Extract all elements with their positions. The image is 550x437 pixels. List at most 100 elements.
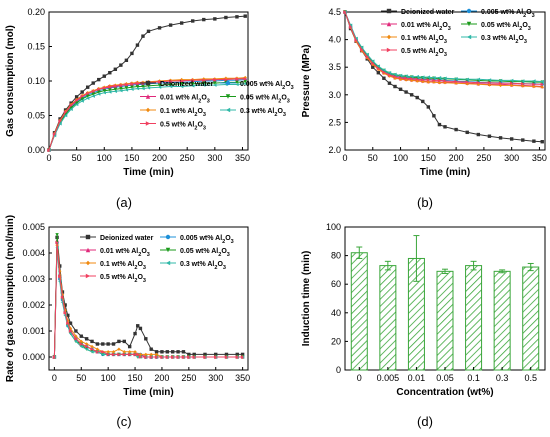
panel-b-data-point [532, 79, 536, 83]
panel-b-legend-swatch-marker [466, 21, 472, 27]
panel-b-data-point [426, 75, 431, 79]
panel-c-data-point [95, 347, 100, 351]
panel-b-data-point [404, 74, 408, 78]
panel-b-data-point [398, 73, 403, 78]
panel-c-y-axis-label: Rate of gas consumption (mol/min) [5, 215, 16, 382]
panel-b-data-point [354, 38, 358, 42]
panel-b-data-point [387, 71, 392, 75]
panel-a-x-tick-label: 350 [235, 153, 250, 163]
panel-c-data-point [101, 350, 105, 354]
panel-b-y-axis-label: Pressure (MPa) [301, 45, 312, 118]
panel-c-data-point [240, 352, 245, 357]
panel-d-bar-group [522, 262, 540, 371]
panel-c-data-point [171, 350, 175, 354]
panel-c-y-tick-label: 0.005 [22, 222, 45, 232]
panel-a-data-point [91, 89, 95, 94]
panel-c-legend-entry: 0.05 wt% Al2O3 [180, 248, 230, 258]
panel-a-data-point [108, 88, 112, 92]
panel-b-data-point [415, 77, 419, 82]
panel-d: 0 20 40 60 80 100 Concentration (wt%) Induction… [301, 222, 546, 429]
panel-a-data-point [102, 86, 106, 90]
panel-c-data-point [133, 331, 137, 336]
panel-b-data-point [509, 137, 514, 141]
panel-a-legend: Deionized water 0.005 wt% Al2O3 0.01 wt% A… [140, 80, 294, 132]
panel-c-data-point [149, 347, 153, 351]
panel-b-label: (b) [417, 195, 433, 210]
panel-a-data-point [130, 51, 134, 56]
panel-a-data-point [168, 23, 173, 27]
panel-c-data-point [133, 350, 137, 354]
panel-b-data-point [359, 45, 364, 50]
panel-a-legend-swatch-marker [145, 94, 151, 99]
panel-c-data-point [79, 334, 83, 338]
panel-c-x-tick-label: 50 [76, 373, 86, 383]
panel-c-legend-entry: 0.1 wt% Al2O3 [100, 261, 146, 271]
panel-c-legend: Deionized water 0.005 wt% Al2O3 0.01 wt% A… [80, 234, 234, 284]
panel-a-data-point [69, 103, 73, 107]
panel-c-data-point [127, 350, 132, 354]
panel-c-y-tick-label: 0.001 [22, 326, 45, 336]
panel-b-data-point [421, 78, 425, 82]
panel-b-data-point [454, 79, 458, 84]
panel-a-data-point [141, 84, 145, 89]
panel-a-legend-swatch-marker [145, 121, 151, 126]
panel-c-legend-swatch-marker [165, 247, 171, 253]
panel-c-data-point [95, 350, 100, 354]
panel-c-legend-entry: 0.3 wt% Al2O3 [180, 261, 226, 271]
panel-a-data-point [69, 107, 73, 111]
panel-c-data-point [138, 355, 143, 359]
panel-b-data-point [365, 55, 369, 59]
panel-b-y-tick-label: 3.0 [328, 90, 341, 100]
panel-b-data-point [343, 10, 347, 14]
panel-c-data-point [90, 339, 94, 344]
panel-c-data-point [74, 329, 78, 333]
panel-a: 0 50 100 150 200 250 300 350 0.00 0.05 0.10 0.15 0.2… [5, 7, 294, 210]
panel-c-data-point [136, 324, 140, 328]
panel-a-data-point [135, 84, 140, 89]
panel-b-data-point [454, 77, 458, 81]
panel-d-bar [379, 265, 397, 371]
panel-b-data-point [398, 87, 403, 91]
panel-c-legend-swatch-marker [85, 234, 91, 240]
panel-c-plot: 0 50 100 150 200 250 300 350 0.000 0.001 0.002 0.00… [5, 215, 250, 398]
panel-a-series-a3 [47, 82, 247, 152]
panel-c-data-point [68, 321, 73, 325]
panel-d-x-tick-label: 0.1 [467, 373, 480, 383]
panel-d-bar-group [436, 268, 454, 371]
panel-c-data-point [165, 350, 170, 354]
panel-a-data-point [113, 87, 118, 91]
panel-a-data-point [91, 81, 95, 85]
panel-a-data-point [243, 14, 247, 18]
panel-c-data-point [133, 352, 137, 357]
panel-a-data-point [97, 77, 101, 82]
panel-c-data-point [111, 342, 116, 346]
panel-c-data-point [68, 329, 73, 333]
panel-a-legend-entry: 0.3 wt% Al2O3 [240, 108, 286, 118]
panel-a-data-point [191, 78, 195, 83]
panel-a-y-tick-label: 0.05 [27, 111, 45, 121]
panel-d-bar [522, 266, 540, 371]
panel-c-data-point [144, 355, 148, 359]
panel-a-data-point [108, 84, 112, 89]
panel-b-data-point [432, 114, 436, 118]
panel-a-data-point [135, 81, 140, 85]
panel-b-legend-entry: 0.01 wt% Al2O3 [401, 22, 451, 32]
panel-a-data-point [130, 87, 134, 91]
panel-a-x-tick-label: 50 [72, 153, 82, 163]
panel-c-data-point [214, 355, 218, 359]
panel-a-legend-swatch-marker [225, 107, 231, 113]
panel-b-data-point [426, 78, 431, 82]
panel-a-series-a005 [47, 77, 247, 152]
panel-d-y-tick-label: 100 [326, 222, 341, 232]
panel-a-series-line [48, 78, 246, 151]
panel-a-series-line [48, 83, 246, 151]
panel-a-data-point [91, 94, 95, 98]
panel-a-data-point [74, 98, 79, 103]
panel-b-plot-frame [344, 11, 546, 151]
panel-b-data-point [348, 23, 353, 27]
panel-b-data-point [487, 78, 492, 82]
panel-a-y-tick-label: 0.15 [27, 42, 45, 52]
panel-b-data-point [359, 47, 364, 52]
panel-a-x-tick-label: 100 [97, 153, 112, 163]
panel-a-series-a1 [47, 75, 247, 152]
